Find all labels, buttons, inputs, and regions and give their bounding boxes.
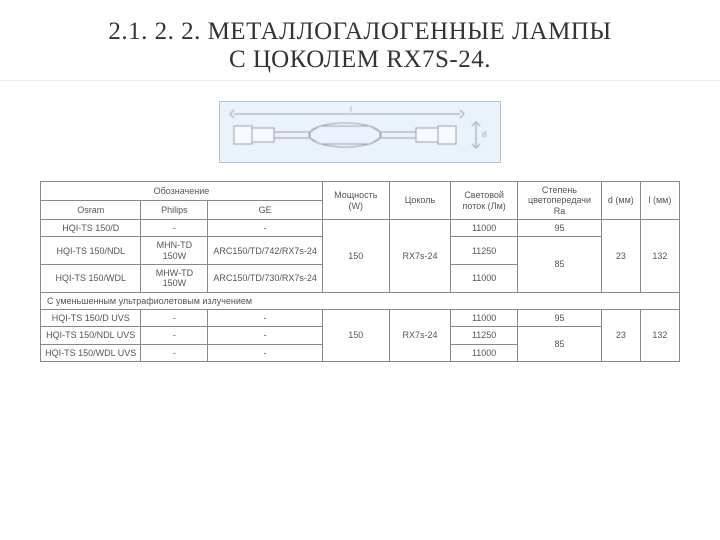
cell: 11250 [451,327,518,344]
title-block: 2.1. 2. 2. МЕТАЛЛОГАЛОГЕННЫЕ ЛАМПЫ С ЦОК… [0,0,720,81]
cell: 11000 [451,265,518,293]
cell: HQI-TS 150/WDL [41,265,141,293]
cell: MHW-TD 150W [141,265,208,293]
cell: HQI-TS 150/NDL UVS [41,327,141,344]
hdr-ge: GE [208,201,322,220]
cell: - [141,327,208,344]
title-line2: С ЦОКОЛЕМ RX7S-24. [24,46,696,74]
cell: 95 [518,310,602,327]
cell: - [208,310,322,327]
svg-text:l: l [350,105,352,114]
cell: 23 [601,310,640,362]
section-title: С уменьшенным ультрафиолетовым излучение… [41,292,680,309]
cell: ARC150/TD/742/RX7s-24 [208,237,322,265]
title-line1: 2.1. 2. 2. МЕТАЛЛОГАЛОГЕННЫЕ ЛАМПЫ [24,18,696,46]
cell: RX7s-24 [389,310,450,362]
cell: - [208,327,322,344]
cell: 150 [322,220,389,293]
cell: - [208,220,322,237]
cell: HQI-TS 150/NDL [41,237,141,265]
cell: 132 [640,310,679,362]
hdr-power: Мощность (W) [322,182,389,220]
cell: 132 [640,220,679,293]
cell: - [141,310,208,327]
table-row: HQI-TS 150/D UVS - - 150 RX7s-24 11000 9… [41,310,680,327]
cell: HQI-TS 150/D [41,220,141,237]
cell: HQI-TS 150/WDL UVS [41,344,141,361]
content-area: l d Обозначение Мощность (W) Цоколь [0,81,720,382]
cell: - [141,220,208,237]
cell: 85 [518,237,602,292]
section-row: С уменьшенным ультрафиолетовым излучение… [41,292,680,309]
hdr-cri: Степень цветопередачи Ra [518,182,602,220]
spec-table: Обозначение Мощность (W) Цоколь Световой… [40,181,680,362]
cell: 95 [518,220,602,237]
svg-text:d: d [482,130,486,139]
cell: ARC150/TD/730/RX7s-24 [208,265,322,293]
cell: 11250 [451,237,518,265]
cell: 11000 [451,310,518,327]
cell: 11000 [451,220,518,237]
cell: - [141,344,208,361]
cell: 23 [601,220,640,293]
cell: 11000 [451,344,518,361]
cell: RX7s-24 [389,220,450,293]
lamp-diagram: l d [219,101,501,163]
hdr-osram: Osram [41,201,141,220]
cell: HQI-TS 150/D UVS [41,310,141,327]
cell: 85 [518,327,602,362]
cell: 150 [322,310,389,362]
hdr-d: d (мм) [601,182,640,220]
hdr-philips: Philips [141,201,208,220]
hdr-flux: Световой поток (Лм) [451,182,518,220]
cell: - [208,344,322,361]
hdr-designation: Обозначение [41,182,323,201]
table-row: HQI-TS 150/D - - 150 RX7s-24 11000 95 23… [41,220,680,237]
header-row-1: Обозначение Мощность (W) Цоколь Световой… [41,182,680,201]
hdr-l: l (мм) [640,182,679,220]
hdr-cap: Цоколь [389,182,450,220]
cell: MHN-TD 150W [141,237,208,265]
